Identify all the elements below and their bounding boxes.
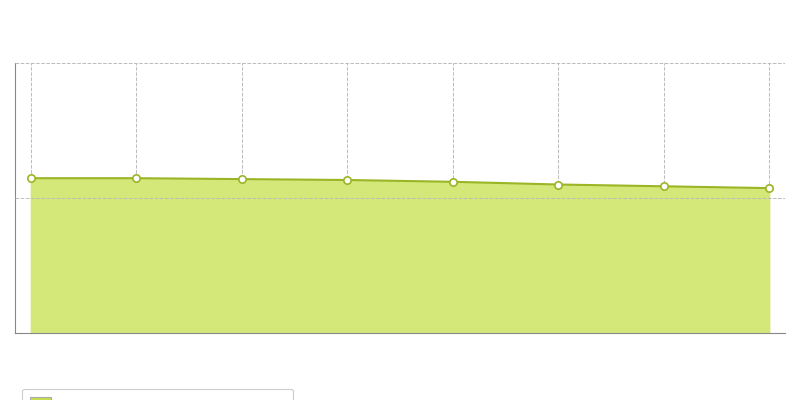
Point — [341, 177, 354, 183]
Point — [658, 183, 670, 190]
Legend: 基準地価 平均坪単価(万円/坪): 基準地価 平均坪単価(万円/坪) — [22, 388, 293, 400]
Point — [235, 176, 248, 182]
Point — [446, 178, 459, 185]
Point — [25, 175, 38, 182]
Point — [552, 181, 565, 188]
Point — [762, 185, 775, 191]
Point — [130, 175, 142, 182]
